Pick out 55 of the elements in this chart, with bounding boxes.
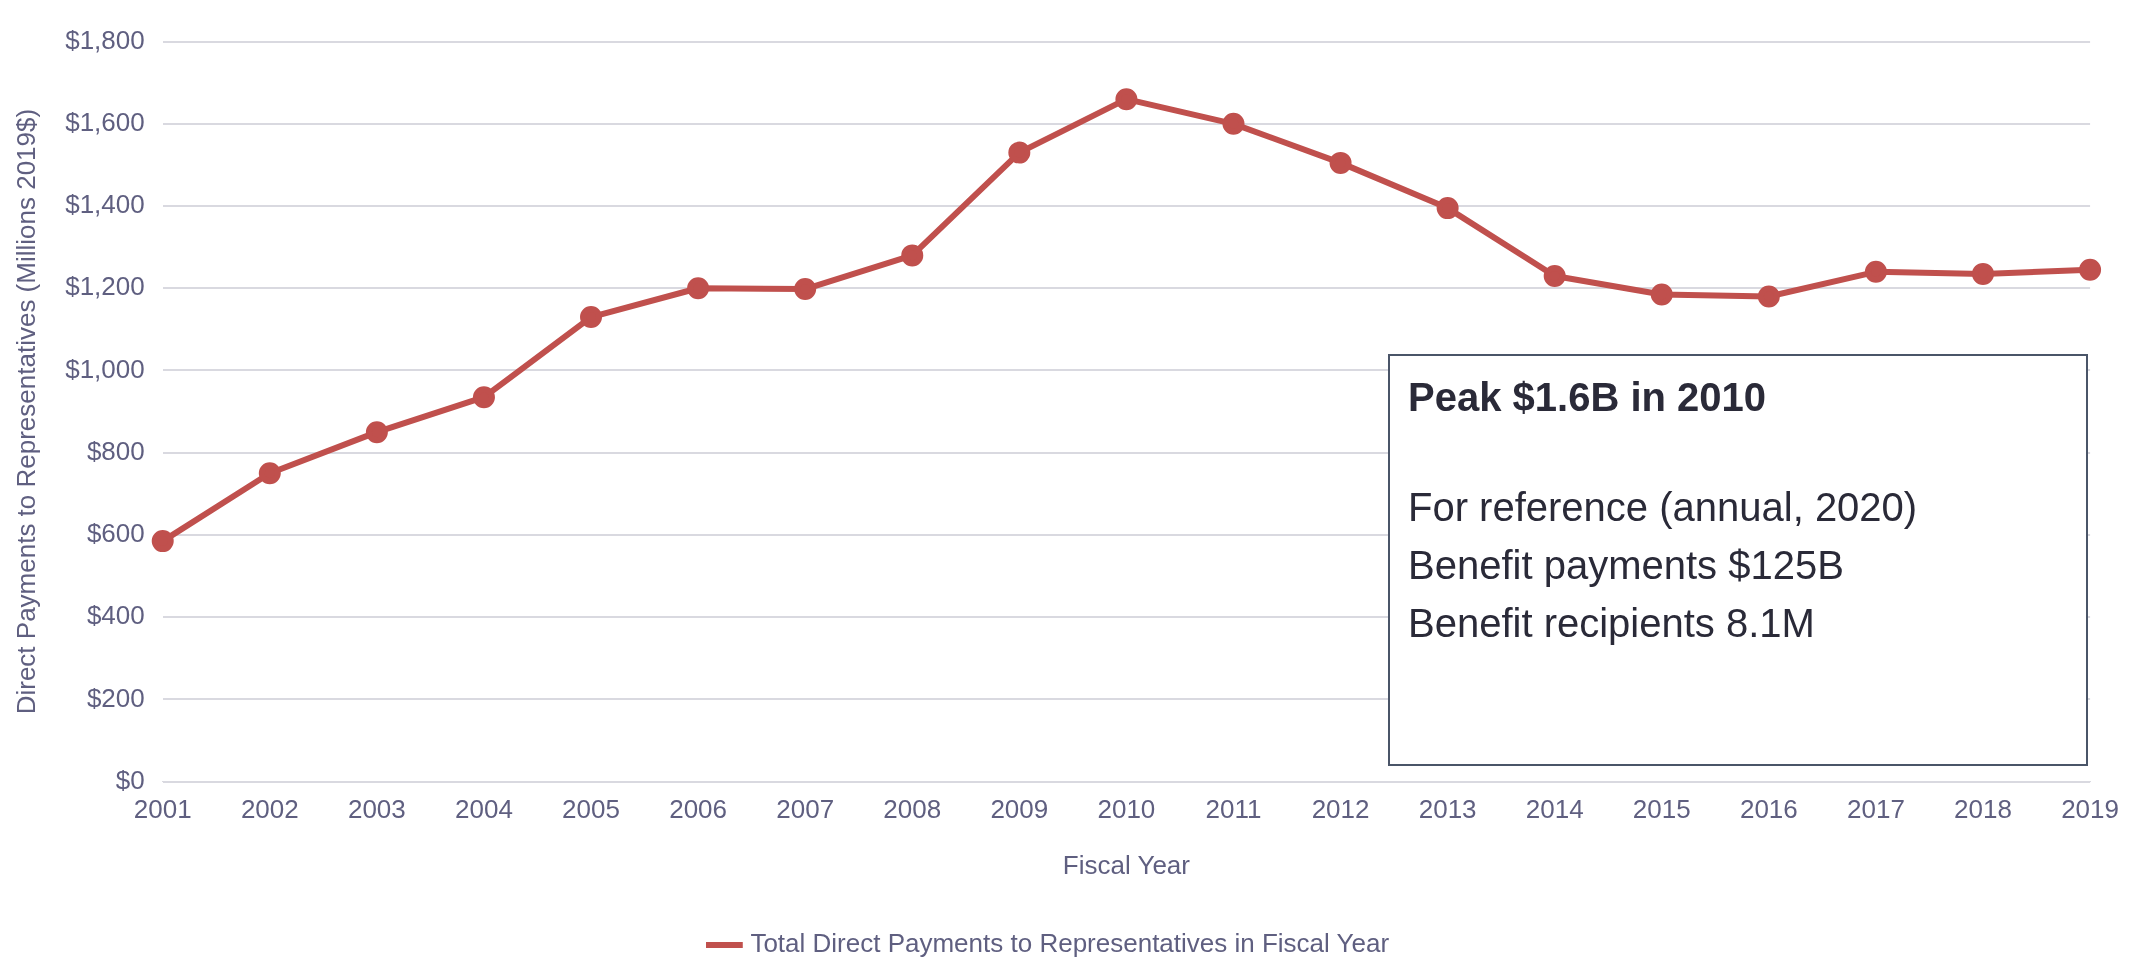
x-tick-label: 2011: [1205, 794, 1262, 825]
point: [1972, 262, 1995, 285]
x-tick-label: 2001: [133, 794, 192, 825]
point: [151, 530, 174, 553]
point: [580, 306, 603, 329]
annotation: Peak $1.6B in 2010: [1408, 374, 1768, 421]
x-tick-label: 2013: [1418, 794, 1477, 825]
x-tick-label: 2017: [1847, 794, 1905, 825]
point: [1650, 283, 1673, 306]
x-tick-label: 2004: [455, 794, 513, 825]
x-tick-label: 2008: [883, 794, 942, 825]
point: [1222, 112, 1245, 135]
point: [1008, 141, 1031, 164]
y-tick-label: $200: [86, 682, 145, 713]
y-tick-label: $1,800: [65, 24, 145, 55]
annotation: For reference (annual, 2020): [1408, 484, 1919, 531]
point: [1436, 197, 1459, 220]
point: [901, 244, 924, 267]
y-axis-title: Direct Payments to Representatives (Millions 2019$): [10, 108, 41, 715]
annotation: Benefit payments $125B: [1408, 542, 1845, 589]
x-tick-label: 2006: [669, 794, 728, 825]
point: [2079, 258, 2102, 281]
point: [365, 421, 388, 444]
point: [687, 277, 710, 300]
point: [1543, 264, 1566, 287]
point: [794, 278, 817, 301]
y-tick-label: $400: [86, 600, 145, 631]
x-tick-label: 2007: [776, 794, 835, 825]
legend-label: Total Direct Payments to Representatives in Fiscal Year: [750, 928, 1390, 959]
y-tick-label: $800: [86, 435, 145, 466]
x-tick-label: 2010: [1097, 794, 1156, 825]
point: [1329, 151, 1352, 174]
y-tick-label: $1,200: [65, 271, 145, 302]
x-tick-label: 2016: [1739, 794, 1798, 825]
y-tick-label: $1,400: [65, 189, 145, 220]
x-tick-label: 2009: [990, 794, 1049, 825]
x-tick-label: 2003: [347, 794, 406, 825]
y-tick-label: $0: [115, 764, 145, 795]
y-tick-label: $1,600: [65, 106, 145, 137]
point: [472, 386, 495, 409]
x-tick-label: 2012: [1311, 794, 1370, 825]
point: [258, 462, 281, 485]
annotation: Benefit recipients 8.1M: [1408, 600, 1816, 647]
x-tick-label: 2019: [2061, 794, 2119, 825]
x-tick-label: 2014: [1525, 794, 1584, 825]
x-tick-label: 2015: [1632, 794, 1691, 825]
point: [1115, 88, 1138, 111]
point: [1757, 285, 1780, 308]
x-tick-label: 2018: [1954, 794, 2012, 825]
y-tick-label: $600: [86, 518, 145, 549]
point: [1864, 260, 1887, 283]
y-tick-label: $1,000: [65, 353, 145, 384]
x-axis-title: Fiscal Year: [1062, 849, 1191, 880]
x-tick-label: 2002: [240, 794, 299, 825]
x-tick-label: 2005: [562, 794, 620, 825]
